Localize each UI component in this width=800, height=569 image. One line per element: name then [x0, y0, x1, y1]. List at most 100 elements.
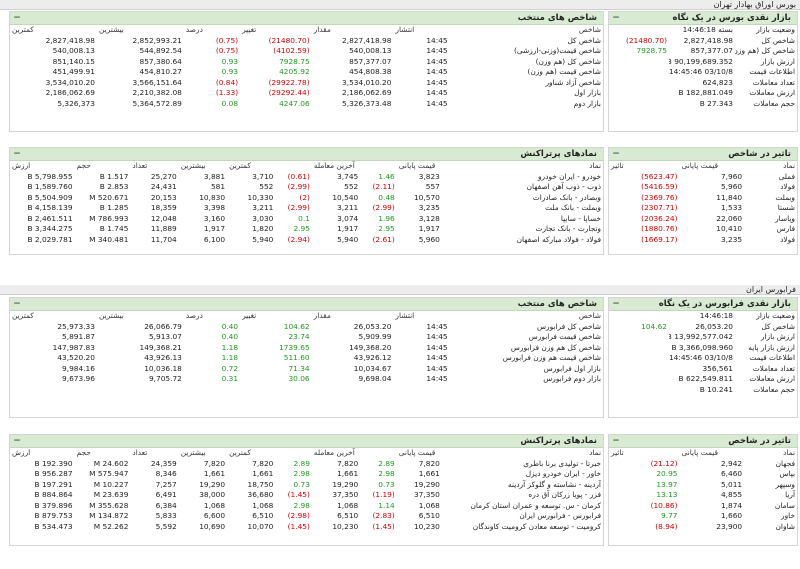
- table-row[interactable]: فولاد 3,235 (1669.17): [609, 235, 797, 246]
- table-row[interactable]: فملی 7,960 (5623.47): [609, 172, 797, 183]
- table-row[interactable]: بپاس 6,460 20.95: [609, 469, 797, 480]
- table-row[interactable]: وتجارت - بانک تجارت 1,917 2.95 1,917 2.95 1,8…: [10, 224, 603, 235]
- column-header[interactable]: ارزش: [12, 448, 31, 457]
- table-row[interactable]: فارس 10,410 (1880.76): [609, 224, 797, 235]
- column-header[interactable]: بیشترین: [180, 448, 206, 457]
- column-header[interactable]: شاخص: [578, 311, 601, 320]
- table-row[interactable]: فولاد 5,960 (5416.59): [609, 182, 797, 193]
- column-header[interactable]: نماد: [783, 448, 795, 457]
- table-row[interactable]: کرومیت - توسعه معادن کرومیت کاوندگان 10,2…: [10, 522, 603, 533]
- row-label[interactable]: فملی: [778, 171, 795, 181]
- column-header[interactable]: تعداد: [132, 161, 148, 170]
- table-row[interactable]: وبملت - بانک ملت 3,235 (2.99) 3,211 (2.99) 3,…: [10, 203, 603, 214]
- column-header[interactable]: آخرین معامله: [313, 448, 355, 457]
- column-header[interactable]: حجم: [76, 448, 91, 457]
- table-row[interactable]: خاور 1,660 9.77: [609, 511, 797, 522]
- row-label[interactable]: وسپهر: [775, 479, 795, 489]
- column-header[interactable]: بیشترین: [180, 161, 206, 170]
- table-row[interactable]: وبصادر - بانک صادرات 10,570 0.48 10,540 (2) 1…: [10, 193, 603, 204]
- minimize-icon[interactable]: −: [612, 298, 620, 309]
- minimize-icon[interactable]: −: [612, 12, 620, 23]
- row-label[interactable]: بازار اول: [574, 88, 601, 97]
- column-header[interactable]: تغییر: [242, 25, 257, 34]
- row-label[interactable]: بازار دوم فرابورس: [543, 374, 601, 383]
- column-header[interactable]: قیمت پایانی: [681, 161, 718, 170]
- row-label[interactable]: شاخص قیمت فرابورس: [528, 332, 601, 341]
- minimize-icon[interactable]: −: [612, 148, 620, 159]
- table-row[interactable]: کرمان - س. توسعه و عمران استان کرمان 1,06…: [10, 501, 603, 512]
- table-row[interactable]: شاخص کل 14:45 2,827,418.98 (21480.70) (0.75)…: [10, 36, 603, 47]
- row-label[interactable]: خودرو - ایران خودرو: [537, 171, 601, 181]
- table-row[interactable]: بازار دوم فرابورس 14:45 9,698.04 30.06 0.31 9…: [10, 374, 603, 385]
- column-header[interactable]: نماد: [783, 161, 795, 170]
- table-row[interactable]: ذوب - ذوب آهن اصفهان 557 (2.11) 552 (2.99) 55…: [10, 182, 603, 193]
- table-row[interactable]: وسپهر 5,011 13.97: [609, 480, 797, 491]
- table-row[interactable]: فزر - پویا زرکان آق دره 37,350 (1.19) 37,35…: [10, 490, 603, 501]
- table-row[interactable]: شاخص قیمت فرابورس 14:45 5,909.99 23.74 0.40 5…: [10, 332, 603, 343]
- row-label[interactable]: وپاسار: [775, 213, 795, 223]
- minimize-icon[interactable]: −: [13, 12, 21, 23]
- column-header[interactable]: کمترین: [229, 448, 251, 457]
- table-row[interactable]: خودرو - ایران خودرو 3,823 1.46 3,745 (0.61) 3…: [10, 172, 603, 183]
- minimize-icon[interactable]: −: [13, 148, 21, 159]
- row-label[interactable]: فزر - پویا زرکان آق دره: [528, 490, 601, 499]
- row-label[interactable]: شاخص کل (هم وزن): [535, 56, 601, 66]
- table-row[interactable]: شاخص قیمت (هم وزن) 14:45 454,808.38 4205.92…: [10, 67, 603, 78]
- row-label[interactable]: شستا: [777, 203, 795, 212]
- column-header[interactable]: کمترین: [12, 311, 34, 320]
- row-label[interactable]: آردینه - نشاسته و گلوکز آردینه: [508, 479, 601, 489]
- column-header[interactable]: شاخص: [578, 25, 601, 34]
- row-label[interactable]: بازار اول فرابورس: [543, 363, 601, 373]
- table-row[interactable]: فولاد - فولاد مبارکه اصفهان 5,960 (2.61) 5,…: [10, 235, 603, 246]
- row-label[interactable]: وتجارت - بانک تجارت: [535, 224, 601, 233]
- column-header[interactable]: انتشار: [395, 25, 415, 34]
- row-label[interactable]: فرابورس - فرابورس ایران: [519, 511, 601, 520]
- column-header[interactable]: نماد: [589, 448, 601, 457]
- column-header[interactable]: قیمت پایانی: [398, 448, 436, 457]
- table-row[interactable]: شاخص آزاد شناور 14:45 3,534,010.20 (29922.7…: [10, 78, 603, 89]
- row-label[interactable]: شاخص کل هم وزن فرابورس: [510, 342, 601, 352]
- table-row[interactable]: شاوان 23,900 (8.94): [609, 522, 797, 533]
- table-row[interactable]: شاخص کل (هم وزن) 14:45 857,377.07 7928.75 0.…: [10, 57, 603, 68]
- column-header[interactable]: تاثیر: [611, 161, 624, 170]
- row-label[interactable]: شاوان: [775, 521, 796, 531]
- row-label[interactable]: کرمان - س. توسعه و عمران استان کرمان: [470, 500, 601, 510]
- table-row[interactable]: آردینه - نشاسته و گلوکز آردینه 19,290 0.73…: [10, 480, 603, 491]
- table-row[interactable]: فرابورس - فرابورس ایران 6,510 (2.83) 6,510 (…: [10, 511, 603, 522]
- table-row[interactable]: بازار دوم 14:45 5,326,373.48 4247.06 0.08 5,3…: [10, 99, 603, 110]
- column-header[interactable]: [275, 161, 312, 172]
- row-label[interactable]: کرومیت - توسعه معادن کرومیت کاوندگان: [472, 521, 601, 531]
- column-header[interactable]: نماد: [589, 161, 601, 170]
- table-row[interactable]: شستا 1,533 (2307.71): [609, 203, 797, 214]
- column-header[interactable]: بیشترین: [98, 25, 124, 34]
- row-label[interactable]: وبملت: [775, 192, 795, 202]
- table-row[interactable]: سامان 1,874 (10.86): [609, 501, 797, 512]
- table-row[interactable]: شاخص کل هم وزن فرابورس 14:45 149,368.20 173…: [10, 343, 603, 354]
- table-row[interactable]: وپاسار 22,060 (2036.24): [609, 214, 797, 225]
- row-label[interactable]: خبرتا - تولیدی برنا باطری: [523, 458, 601, 468]
- column-header[interactable]: تغییر: [242, 311, 257, 320]
- column-header[interactable]: آخرین معامله: [313, 161, 355, 170]
- column-header[interactable]: انتشار: [395, 311, 415, 320]
- column-header[interactable]: حجم: [76, 161, 91, 170]
- column-header[interactable]: تعداد: [132, 448, 148, 457]
- column-header[interactable]: قیمت پایانی: [681, 448, 718, 457]
- row-label[interactable]: شاخص قیمت هم وزن فرابورس: [502, 353, 601, 362]
- column-header[interactable]: تاثیر: [611, 448, 624, 457]
- column-header[interactable]: مقدار: [313, 311, 331, 320]
- row-label[interactable]: بازار دوم: [573, 98, 601, 108]
- row-label[interactable]: سامان: [774, 500, 795, 510]
- row-label[interactable]: فارس: [776, 224, 795, 233]
- column-header[interactable]: [360, 448, 397, 459]
- row-label[interactable]: شاخص کل: [567, 35, 601, 45]
- column-header[interactable]: کمترین: [229, 161, 251, 170]
- column-header[interactable]: ارزش: [12, 161, 31, 170]
- table-row[interactable]: خاور - ایران خودرو دیزل 1,661 2.98 1,661 2.9…: [10, 469, 603, 480]
- column-header[interactable]: [275, 448, 312, 459]
- row-label[interactable]: وبصادر - بانک صادرات: [532, 192, 601, 202]
- column-header[interactable]: درصد: [185, 25, 203, 34]
- table-row[interactable]: بازار اول فرابورس 14:45 10,034.67 71.34 0.72…: [10, 364, 603, 375]
- minimize-icon[interactable]: −: [13, 298, 21, 309]
- table-row[interactable]: خبرتا - تولیدی برنا باطری 7,820 2.89 7,820 2…: [10, 459, 603, 470]
- minimize-icon[interactable]: −: [612, 435, 620, 446]
